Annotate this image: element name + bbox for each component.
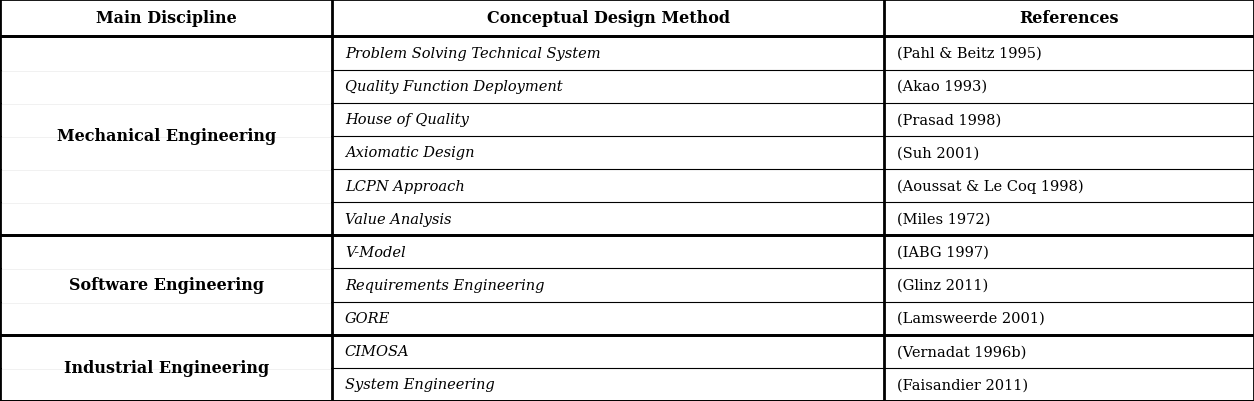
Bar	[884, 236, 1254, 269]
Text: Industrial Engineering: Industrial Engineering	[64, 359, 268, 377]
Text: Value Analysis: Value Analysis	[345, 212, 451, 226]
Text: (Prasad 1998): (Prasad 1998)	[897, 113, 1001, 127]
Text: Conceptual Design Method: Conceptual Design Method	[487, 10, 730, 27]
Text: System Engineering: System Engineering	[345, 377, 494, 391]
Text: Mechanical Engineering: Mechanical Engineering	[56, 128, 276, 145]
Text: V-Model: V-Model	[345, 245, 405, 259]
Bar	[332, 70, 884, 103]
Text: (Akao 1993): (Akao 1993)	[897, 80, 987, 94]
Bar	[884, 203, 1254, 236]
Bar	[884, 37, 1254, 70]
Bar	[0, 236, 332, 269]
Text: Problem Solving Technical System: Problem Solving Technical System	[345, 47, 601, 61]
Bar	[0, 136, 332, 170]
Text: GORE: GORE	[345, 311, 390, 325]
Text: References: References	[1020, 10, 1119, 27]
Bar	[884, 269, 1254, 302]
Bar	[332, 37, 884, 70]
Bar	[0, 170, 332, 203]
Text: (Faisandier 2011): (Faisandier 2011)	[897, 377, 1028, 391]
Bar	[0, 0, 332, 37]
Text: Axiomatic Design: Axiomatic Design	[345, 146, 474, 160]
Bar	[0, 368, 332, 401]
Bar	[884, 0, 1254, 37]
Text: (Lamsweerde 2001): (Lamsweerde 2001)	[897, 311, 1045, 325]
Bar	[332, 203, 884, 236]
Bar	[332, 269, 884, 302]
Bar	[332, 103, 884, 136]
Bar	[0, 103, 332, 136]
Bar	[884, 136, 1254, 170]
Text: Quality Function Deployment: Quality Function Deployment	[345, 80, 563, 94]
Bar	[884, 103, 1254, 136]
Bar	[884, 70, 1254, 103]
Text: (Vernadat 1996b): (Vernadat 1996b)	[897, 344, 1026, 358]
Bar	[332, 236, 884, 269]
Bar	[0, 302, 332, 335]
Bar	[332, 170, 884, 203]
Text: (Pahl & Beitz 1995): (Pahl & Beitz 1995)	[897, 47, 1041, 61]
Bar	[0, 203, 332, 236]
Bar	[884, 170, 1254, 203]
Text: Main Discipline: Main Discipline	[95, 10, 237, 27]
Text: (Miles 1972): (Miles 1972)	[897, 212, 989, 226]
Bar	[0, 335, 332, 368]
Text: (Suh 2001): (Suh 2001)	[897, 146, 979, 160]
Bar	[884, 368, 1254, 401]
Bar	[884, 302, 1254, 335]
Text: House of Quality: House of Quality	[345, 113, 469, 127]
Text: (Glinz 2011): (Glinz 2011)	[897, 278, 988, 292]
Bar	[332, 335, 884, 368]
Text: (Aoussat & Le Coq 1998): (Aoussat & Le Coq 1998)	[897, 179, 1083, 193]
Bar	[884, 335, 1254, 368]
Bar	[0, 70, 332, 103]
Bar	[0, 37, 332, 70]
Bar	[332, 0, 884, 37]
Bar	[332, 136, 884, 170]
Text: LCPN Approach: LCPN Approach	[345, 179, 464, 193]
Bar	[332, 368, 884, 401]
Text: (IABG 1997): (IABG 1997)	[897, 245, 988, 259]
Text: Software Engineering: Software Engineering	[69, 277, 263, 294]
Text: Requirements Engineering: Requirements Engineering	[345, 278, 544, 292]
Text: CIMOSA: CIMOSA	[345, 344, 410, 358]
Bar	[332, 302, 884, 335]
Bar	[0, 269, 332, 302]
